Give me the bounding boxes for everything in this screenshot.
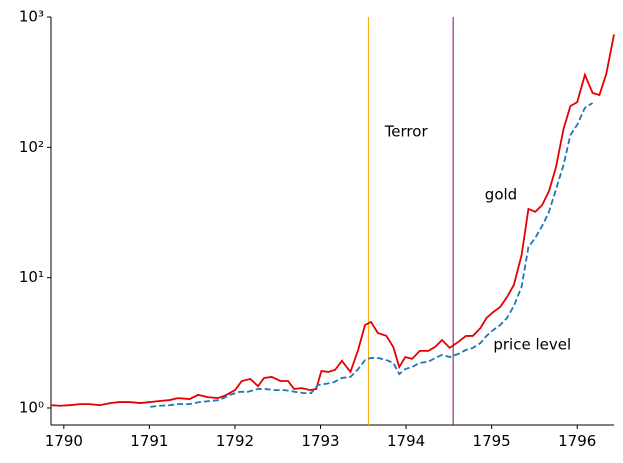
y-tick-label: 10⁰ — [19, 398, 44, 416]
annotation: gold — [485, 186, 517, 204]
annotation: Terror — [384, 123, 429, 141]
annotation: price level — [493, 336, 571, 354]
x-tick-label: 1794 — [387, 432, 425, 450]
y-tick-label: 10¹ — [19, 268, 44, 286]
x-tick-label: 1790 — [45, 432, 83, 450]
x-tick-label: 1796 — [558, 432, 596, 450]
data-line — [150, 102, 594, 408]
data-line — [50, 34, 615, 407]
y-tick-label: 10³ — [19, 8, 44, 26]
x-tick-label: 1793 — [301, 432, 339, 450]
x-tick-label: 1791 — [130, 432, 168, 450]
y-tick-label: 10² — [19, 138, 44, 156]
x-tick-label: 1795 — [473, 432, 511, 450]
x-tick-label: 1792 — [216, 432, 254, 450]
